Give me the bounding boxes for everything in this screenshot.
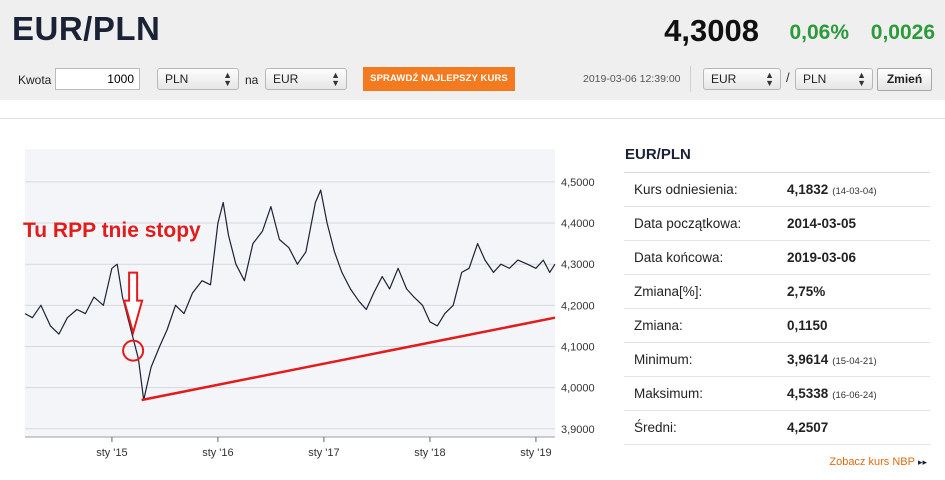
stats-row-label: Data końcowa: [634,250,724,265]
stats-row: Kurs odniesienia: 4,1832 (14-03-04) [624,173,930,207]
x-tick-label: sty '18 [414,447,445,459]
stats-row: Data końcowa: 2019-03-06 [624,241,930,275]
stats-value-text: 4,2507 [787,420,829,435]
annotation-text: Tu RPP tnie stopy [23,219,201,242]
double-chevron-right-icon: ▸▸ [917,457,927,467]
plot-area [25,149,555,437]
stats-row-value: 4,2507 [787,420,828,435]
rate-series-line [24,189,556,401]
nbp-link-label: Zobacz kurs NBP [829,456,915,468]
stats-row-value: 2019-03-06 [787,250,856,265]
y-tick-label: 4,3000 [561,259,595,271]
y-tick-label: 4,2000 [561,300,595,312]
select-arrows-icon: ▲ ▼ [223,70,232,88]
pair-quote-select[interactable]: PLN ▲ ▼ [795,68,873,90]
stats-value-text: 2019-03-06 [787,250,857,265]
amount-label: Kwota [18,73,52,87]
stats-row-label: Maksimum: [634,386,704,401]
chart-svg: 3,9000 4,0000 4,1000 4,2000 4,3000 4,4000 4,50… [23,149,595,459]
stats-row: Zmiana[%]: 2,75% [624,275,930,309]
x-tick-label: sty '17 [308,447,339,459]
stats-value-date: (14-03-04) [832,186,877,197]
y-tick-label: 4,1000 [561,341,595,353]
stats-value-date: (16-06-24) [832,390,877,401]
pair-separator: / [786,70,790,85]
y-tick-label: 3,9000 [561,424,595,436]
stats-value-date: (15-04-21) [832,356,877,367]
stats-row-label: Średni: [634,420,677,435]
stats-row-value: 4,1832 (14-03-04) [787,182,877,197]
stats-row-label: Kurs odniesienia: [634,182,738,197]
stats-row-value: 0,1150 [787,318,828,333]
stats-row-label: Data początkowa: [634,216,742,231]
nbp-rate-link[interactable]: Zobacz kurs NBP ▸▸ [829,456,927,468]
stats-row-value: 3,9614 (15-04-21) [787,352,877,367]
stats-value-text: 2014-03-05 [787,216,857,231]
stats-row-label: Minimum: [634,352,693,367]
stats-row: Data początkowa: 2014-03-05 [624,207,930,241]
rate-chart[interactable]: 3,9000 4,0000 4,1000 4,2000 4,3000 4,4000 4,50… [15,141,612,471]
main-panel [0,118,945,480]
y-tick-label: 4,5000 [561,177,595,189]
stats-row-value: 4,5338 (16-06-24) [787,386,877,401]
select-arrows-icon: ▲ ▼ [765,70,774,88]
select-arrows-icon: ▲ ▼ [331,70,340,88]
stats-row-value: 2014-03-05 [787,216,856,231]
stats-row: Minimum: 3,9614 (15-04-21) [624,343,930,377]
quote-header: EUR/PLN 4,3008 0,06% 0,0026 Kwota PLN ▲▼… [0,0,945,100]
stats-row-label: Zmiana: [634,318,683,333]
x-tick-label: sty '19 [520,447,551,459]
x-tick-label: sty '15 [96,447,127,459]
stats-value-text: 4,5338 [787,386,829,401]
select-arrows-icon: ▲ ▼ [857,70,866,88]
change-pair-button[interactable]: Zmień [877,68,932,91]
stats-row: Maksimum: 4,5338 (16-06-24) [624,377,930,411]
stats-row: Zmiana: 0,1150 [624,309,930,343]
stats-value-text: 2,75% [787,284,826,299]
stats-row: Średni: 4,2507 [624,411,930,445]
quote-timestamp: 2019-03-06 12:39:00 [583,73,681,85]
change-percent: 0,06% [789,21,849,44]
trend-line [141,316,556,402]
to-currency-select[interactable]: EUR ▲ ▼ [265,68,347,90]
amount-input[interactable] [55,68,140,90]
pair-quote-value: PLN [803,72,827,86]
change-absolute: 0,0026 [870,21,935,44]
stats-title: EUR/PLN [625,146,691,163]
stats-value-text: 0,1150 [787,318,828,333]
stats-value-text: 4,1832 [787,182,829,197]
from-currency-select[interactable]: PLN ▲ ▼ [157,68,239,90]
pair-base-select[interactable]: EUR ▲ ▼ [703,68,781,90]
y-tick-label: 4,0000 [561,383,595,395]
current-price: 4,3008 [664,13,759,48]
from-currency-value: PLN [165,72,189,86]
stats-row-label: Zmiana[%]: [634,284,703,299]
to-label: na [245,73,259,87]
toolbar-divider [690,66,691,92]
pair-base-value: EUR [711,72,737,86]
stats-value-text: 3,9614 [787,352,829,367]
to-currency-value: EUR [273,72,299,86]
y-tick-label: 4,4000 [561,218,595,230]
stats-row-value: 2,75% [787,284,825,299]
stats-divider [624,172,930,173]
pair-title: EUR/PLN [12,10,161,47]
annotation-circle [122,339,145,362]
x-tick-label: sty '16 [202,447,233,459]
best-rate-button[interactable]: SPRAWDŹ NAJLEPSZY KURS [363,67,515,91]
annotation-arrow-icon [122,271,144,337]
